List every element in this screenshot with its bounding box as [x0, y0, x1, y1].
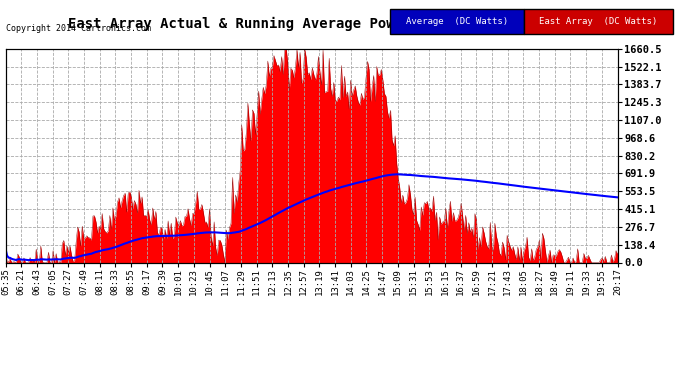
Text: Average  (DC Watts): Average (DC Watts): [406, 17, 509, 26]
Text: East Array Actual & Running Average Power Tue Jul 22 20:31: East Array Actual & Running Average Powe…: [68, 17, 553, 31]
Text: East Array  (DC Watts): East Array (DC Watts): [540, 17, 658, 26]
Text: Copyright 2014 Cartronics.com: Copyright 2014 Cartronics.com: [6, 24, 150, 33]
